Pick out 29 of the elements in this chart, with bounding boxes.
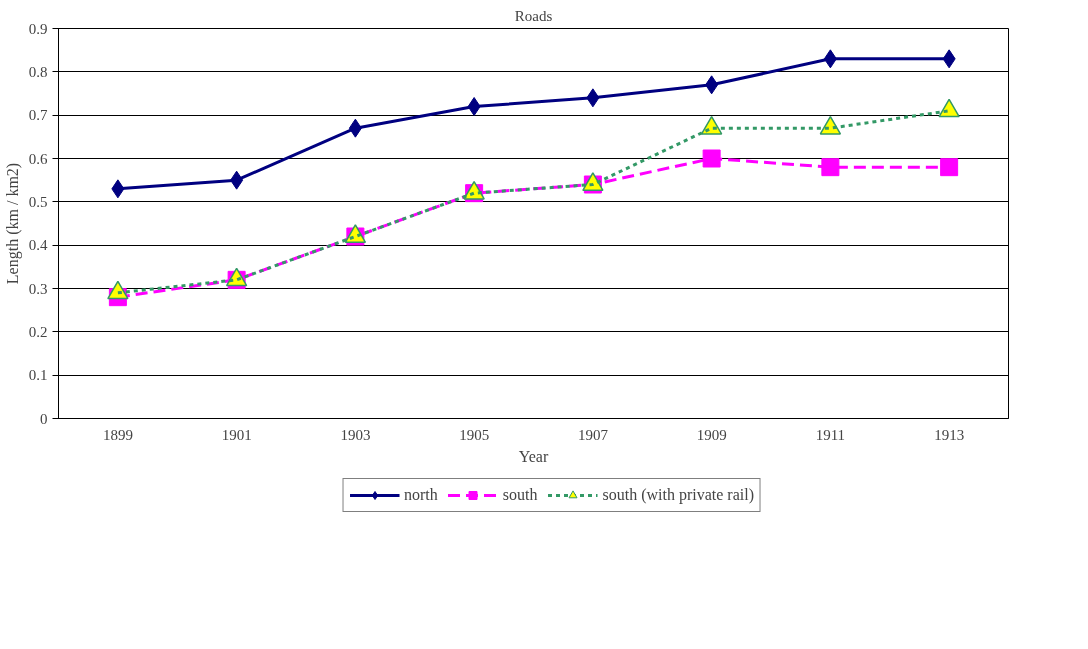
y-tick-label: 0.6 — [28, 150, 48, 167]
legend-label: south (with private rail) — [602, 485, 754, 504]
x-axis-title: Year — [518, 447, 549, 465]
y-tick-label: 0 — [40, 410, 48, 427]
y-tick-label: 0.2 — [28, 323, 48, 340]
x-tick-label: 1901 — [221, 426, 252, 443]
y-axis-title: Length (km / km2) — [3, 162, 22, 285]
point — [940, 158, 959, 177]
y-tick-label: 0.9 — [28, 20, 48, 37]
x-tick-label: 1913 — [934, 426, 965, 443]
y-tick-label: 0.1 — [28, 367, 48, 384]
x-tick-label: 1911 — [815, 426, 846, 443]
point — [821, 158, 840, 177]
chart-title: Roads — [514, 7, 553, 24]
x-tick-label: 1909 — [696, 426, 727, 443]
x-tick-label: 1905 — [459, 426, 490, 443]
legend-label: south — [502, 485, 538, 504]
point — [702, 149, 721, 168]
y-tick-label: 0.8 — [28, 63, 48, 80]
legend-label: north — [404, 485, 438, 504]
point — [942, 49, 956, 69]
y-tick-label: 0.3 — [28, 280, 48, 297]
y-tick-label: 0.4 — [28, 237, 48, 254]
x-tick-label: 1899 — [102, 426, 133, 443]
point — [111, 179, 125, 199]
y-tick-label: 0.5 — [28, 193, 48, 210]
x-tick-label: 1903 — [340, 426, 371, 443]
x-tick-label: 1907 — [577, 426, 609, 443]
y-tick-label: 0.7 — [28, 107, 48, 124]
